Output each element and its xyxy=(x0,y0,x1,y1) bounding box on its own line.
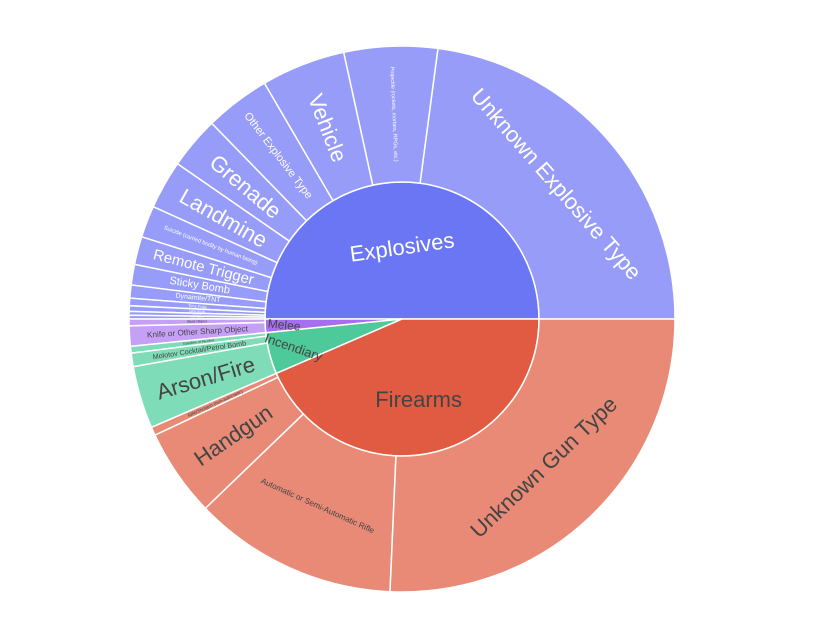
inner-label-melee: Melee xyxy=(267,316,301,333)
outer-label-time-fuse: Time Fuse xyxy=(188,303,208,309)
outer-sector-automatic-or-semi-automatic-rifle[interactable] xyxy=(204,412,397,593)
outer-sector-unknown-gun-type[interactable] xyxy=(389,318,676,593)
outer-label-dynamite-tnt: Dynamite/TNT xyxy=(175,293,221,305)
outer-label-blunt-object: Blunt Object xyxy=(187,319,207,323)
outer-label-gasoline-or-alcohol: Gasoline or Alcohol xyxy=(183,338,214,346)
outer-label-other-explosive: Other Explosive xyxy=(190,316,205,319)
outer-label-projectile-rockets-mortars-rpgs-etc: Projectile (rockets, mortars, RPGs, etc.… xyxy=(389,67,399,162)
outer-sector-unknown-explosive-type[interactable] xyxy=(419,47,676,320)
inner-label-firearms: Firearms xyxy=(375,387,462,412)
outer-label-pipe-bomb: Pipe Bomb xyxy=(192,314,203,316)
outer-label-letter-bomb: Letter Bomb xyxy=(189,309,206,314)
